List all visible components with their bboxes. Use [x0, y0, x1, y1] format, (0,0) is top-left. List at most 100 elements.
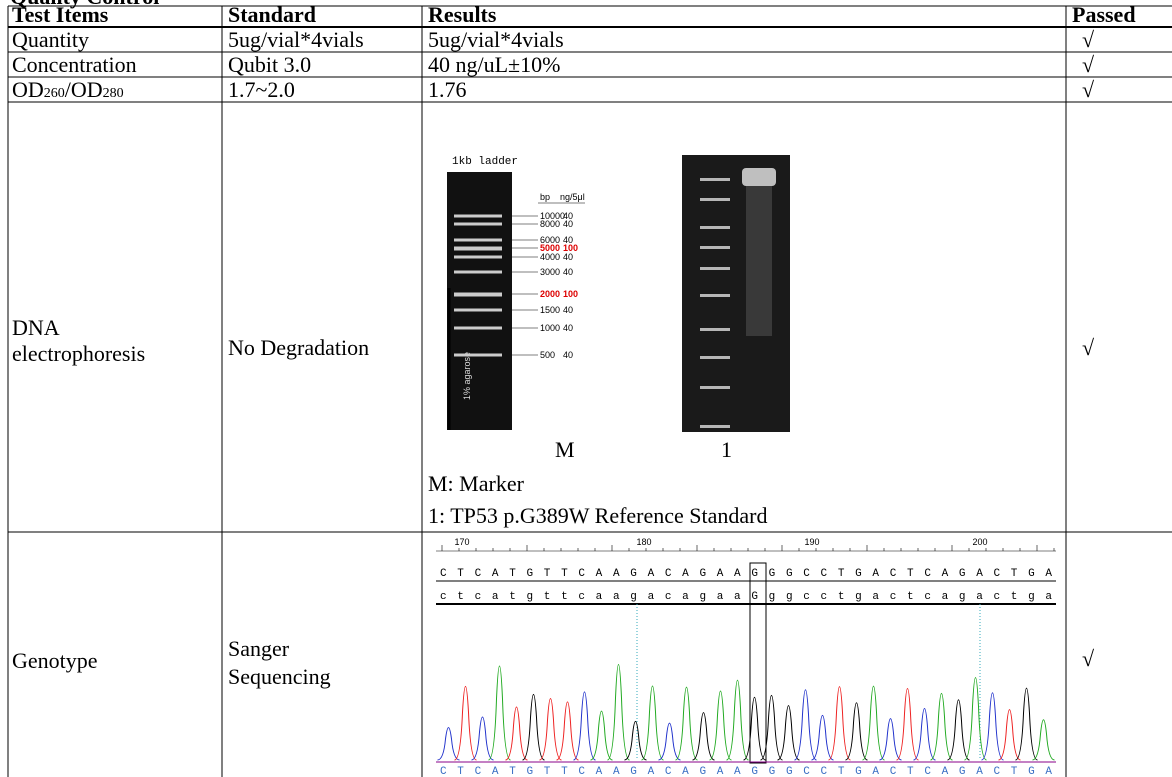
ladder-size: 2000 — [540, 289, 560, 299]
heading: Quality Control — [10, 0, 159, 9]
peak — [828, 686, 851, 761]
ladder-amount: 40 — [563, 323, 573, 333]
cell: Qubit 3.0 — [228, 52, 311, 77]
peak — [1015, 687, 1038, 761]
peak — [896, 688, 919, 761]
cell: √ — [1082, 52, 1095, 77]
reference-sequence: CTCATGTTCAAGACAGAAGGGCCTGACTCAGACTGA — [440, 568, 1052, 580]
position-label: 170 — [454, 537, 469, 547]
position-label: 180 — [636, 537, 651, 547]
peak — [641, 685, 664, 761]
cell: √ — [1082, 646, 1095, 671]
sample-ladder-band — [700, 267, 730, 270]
cell: √ — [1082, 77, 1095, 102]
peak — [930, 693, 953, 761]
peak — [658, 722, 681, 761]
sample-sequence: ctcatgttcaagacagaaGggcctgactcagactga — [440, 591, 1052, 603]
sample-ladder-band — [700, 294, 730, 297]
ladder-band — [454, 214, 502, 218]
ladder-amount: 40 — [563, 219, 573, 229]
peak — [777, 705, 800, 761]
cell: 40 ng/uL±10% — [428, 52, 560, 77]
header-cell: Standard — [228, 2, 316, 27]
subscript: 280 — [103, 86, 124, 101]
peak — [522, 693, 545, 761]
cell: Sequencing — [228, 664, 331, 689]
ladder-band — [454, 270, 502, 274]
cell: 5ug/vial*4vials — [228, 27, 364, 52]
peak — [573, 691, 596, 761]
peak — [862, 685, 885, 761]
peak — [692, 712, 715, 761]
cell: √ — [1082, 27, 1095, 52]
lane-label: 1 — [721, 437, 732, 462]
subscript: 260 — [44, 86, 65, 101]
table-rules — [7, 5, 1172, 777]
peak — [743, 696, 766, 761]
ladder-band — [454, 238, 502, 242]
cell: Sanger — [228, 636, 290, 661]
ladder-size: 3000 — [540, 267, 560, 277]
ladder-band — [454, 292, 502, 297]
ladder-band — [454, 308, 502, 312]
ladder-size: 1000 — [540, 323, 560, 333]
peak — [794, 689, 817, 761]
peak — [709, 690, 732, 761]
peak — [981, 692, 1004, 761]
cell: 5ug/vial*4vials — [428, 27, 564, 52]
peak — [471, 716, 494, 761]
ladder-size: 4000 — [540, 252, 560, 262]
cell: Quantity — [12, 27, 89, 52]
sample-ladder-band — [700, 246, 730, 249]
cell: 1.76 — [428, 77, 467, 102]
peak — [998, 709, 1021, 761]
cell: 1.7~2.0 — [228, 77, 295, 102]
peak — [539, 697, 562, 761]
chromatogram: CTCATGTTCAAGACAGAAGGGCCTGACTCAGACTGA ctc… — [436, 537, 1056, 777]
ladder-amount: 40 — [563, 211, 573, 221]
header-cell: Test Items — [12, 2, 109, 27]
peak — [437, 727, 460, 761]
peak — [726, 679, 749, 761]
cell: No Degradation — [228, 335, 369, 360]
ladder-amount: 40 — [563, 267, 573, 277]
position-label: 190 — [804, 537, 819, 547]
sample-ladder-band — [700, 356, 730, 359]
peak — [607, 663, 630, 761]
peak — [488, 665, 511, 761]
lane-label: M — [555, 437, 575, 462]
gel-image: 1kb ladder bp ng/5μl 1% agarose M 1 M: M… — [428, 155, 790, 528]
ladder-size: 10000 — [540, 211, 565, 221]
ladder-gel — [447, 172, 512, 430]
peak — [879, 718, 902, 761]
ladder-title: 1kb ladder — [452, 156, 518, 168]
sample-ladder-band — [700, 328, 730, 331]
ladder-band — [454, 255, 502, 259]
sample-ladder-band — [700, 178, 730, 181]
ladder-size: 5000 — [540, 243, 560, 253]
peak — [845, 702, 868, 761]
peak — [454, 686, 477, 761]
agarose-label: 1% agarose — [462, 352, 472, 400]
ladder-amount: 40 — [563, 305, 573, 315]
peak — [913, 708, 936, 761]
ladder-band — [454, 246, 502, 251]
peak — [624, 720, 647, 761]
ladder-amount: 100 — [563, 243, 578, 253]
cell: OD260/OD280 — [12, 77, 124, 102]
cell: electrophoresis — [12, 341, 145, 366]
cell: √ — [1082, 335, 1095, 360]
cell: Genotype — [12, 648, 98, 673]
ladder-size: 8000 — [540, 219, 560, 229]
ladder-amount: 100 — [563, 289, 578, 299]
ladder-amount: 40 — [563, 235, 573, 245]
cell: DNA — [12, 315, 60, 340]
called-sequence: CTCATGTTCAAGACAGAAGGGCCTGACTCAGACTGA — [440, 766, 1052, 777]
ladder-band — [454, 222, 502, 226]
ladder-amount: 40 — [563, 350, 573, 360]
sample-gel — [682, 155, 790, 432]
peak — [811, 714, 834, 761]
header-cell: Passed — [1072, 2, 1136, 27]
